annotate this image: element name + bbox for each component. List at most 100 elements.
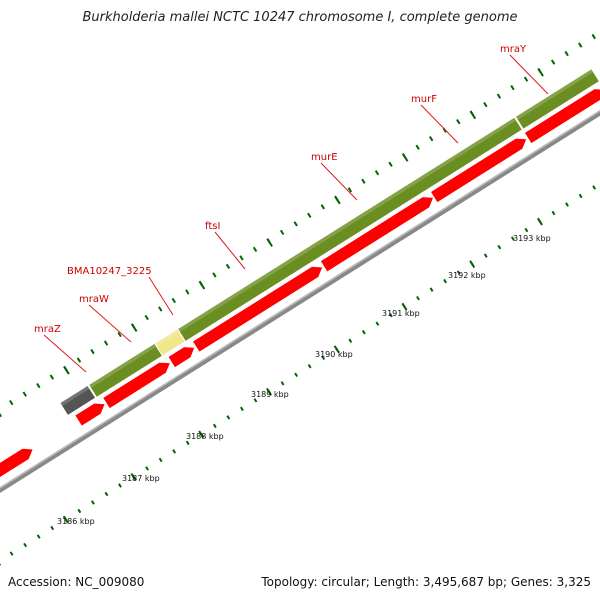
- ruler-tick: [50, 525, 55, 531]
- ruler-tick: [510, 236, 515, 241]
- ruler-tick: [374, 170, 380, 176]
- ruler-tick: [266, 238, 273, 247]
- ruler-tick: [564, 50, 569, 57]
- ruler-tick: [293, 221, 298, 227]
- ruler-kbp-label: 3186 kbp: [57, 517, 95, 526]
- ruler-tick: [536, 217, 543, 226]
- ruler-tick: [117, 331, 122, 338]
- lower-major-tick-row: [0, 217, 543, 567]
- ruler-tick: [104, 491, 109, 497]
- ruler-tick: [130, 473, 137, 481]
- gene-label: murF: [411, 94, 437, 105]
- ruler-tick: [212, 423, 217, 429]
- accession-text: Accession: NC_009080: [8, 575, 145, 589]
- ruler-kbp-label: 3189 kbp: [251, 390, 289, 399]
- ruler-tick: [550, 59, 556, 65]
- ruler-tick: [307, 212, 312, 218]
- ruler-tick: [578, 193, 583, 199]
- genome-stats-text: Topology: circular; Length: 3,495,687 bp…: [261, 575, 591, 589]
- ruler-tick: [185, 440, 190, 446]
- ruler-tick: [103, 340, 109, 346]
- cds-arrow-ftsI: [191, 265, 324, 354]
- ruler-tick: [401, 302, 408, 311]
- ruler-tick: [496, 93, 502, 99]
- ruler-tick: [524, 227, 529, 233]
- gene-leader-line: [43, 334, 87, 373]
- cds-arrow-mraW: [101, 361, 172, 410]
- ruler-tick: [551, 210, 556, 216]
- ruler-tick: [334, 195, 341, 205]
- gene-label: murE: [311, 152, 338, 163]
- ruler-tick: [497, 244, 502, 250]
- ruler-tick: [226, 415, 231, 420]
- ruler-kbp-label: 3191 kbp: [382, 309, 420, 318]
- ruler-tick: [63, 365, 70, 375]
- ruler-tick: [321, 355, 326, 360]
- ruler-kbp-label: 3187 kbp: [122, 474, 160, 483]
- ruler-tick: [537, 67, 544, 77]
- gene-label: BMA10247_3225: [67, 266, 152, 277]
- ruler-tick: [333, 345, 340, 354]
- ruler-tick: [90, 348, 95, 355]
- ruler-tick: [415, 144, 420, 150]
- feature-block-grey: [59, 384, 97, 417]
- ruler-tick: [294, 372, 299, 378]
- ruler-tick: [198, 280, 206, 290]
- feature-block-olive: [176, 116, 524, 343]
- gene-leader-line: [420, 104, 459, 144]
- ruler-tick: [158, 457, 163, 463]
- map-title: Burkholderia mallei NCTC 10247 chromosom…: [82, 10, 518, 25]
- cds-arrow-BMA10247_3225: [167, 346, 196, 369]
- gene-label: mraW: [79, 294, 109, 305]
- ruler-tick: [389, 312, 393, 318]
- feature-lane: [59, 67, 600, 417]
- ruler-tick: [36, 534, 41, 539]
- ruler-kbp-label: 3193 kbp: [513, 234, 551, 243]
- gene-leader-line: [148, 276, 174, 316]
- ruler-tick: [76, 357, 82, 363]
- ruler-tick: [401, 153, 409, 162]
- ruler-tick: [130, 323, 138, 333]
- ruler-tick: [266, 387, 272, 396]
- ruler-tick: [90, 500, 95, 505]
- ruler-tick: [171, 297, 176, 304]
- ruler-tick: [416, 295, 420, 301]
- feature-block-olive: [514, 67, 600, 130]
- ruler-tick: [469, 260, 476, 269]
- ruler-tick: [225, 263, 231, 270]
- ruler-tick: [212, 272, 217, 278]
- ruler-tick: [239, 406, 244, 412]
- backbone-line: [0, 0, 600, 503]
- ruler-tick: [144, 314, 149, 321]
- gene-leader-line: [88, 304, 132, 343]
- ruler-tick: [252, 246, 258, 253]
- ruler-tick: [578, 42, 583, 48]
- genome-backbone: [0, 0, 600, 503]
- ruler-tick: [172, 449, 177, 454]
- ruler-tick: [253, 398, 258, 403]
- forward-cds-lane: [0, 88, 600, 488]
- ruler-tick: [280, 381, 285, 386]
- ruler-tick: [145, 466, 149, 471]
- ruler-tick: [348, 338, 353, 343]
- ruler-tick: [23, 542, 28, 548]
- ruler-tick: [469, 110, 477, 120]
- gene-leader-line: [509, 54, 549, 95]
- ruler-tick: [565, 202, 569, 207]
- ruler-tick: [239, 255, 244, 261]
- ruler-tick: [158, 306, 163, 312]
- gene-leader-line: [214, 231, 246, 270]
- cds-arrow-murE: [319, 196, 435, 273]
- ruler-tick: [375, 321, 380, 326]
- ruler-tick: [36, 382, 41, 389]
- ruler-tick: [9, 399, 14, 406]
- ruler-tick: [361, 178, 366, 184]
- ruler-tick: [456, 119, 461, 125]
- ruler-tick: [361, 329, 366, 335]
- cds-arrow-upstream: [0, 447, 35, 488]
- gene-label: ftsI: [205, 221, 220, 232]
- ruler-kbp-label: 3192 kbp: [448, 271, 486, 280]
- ruler-tick: [77, 508, 82, 514]
- ruler-tick: [443, 278, 448, 284]
